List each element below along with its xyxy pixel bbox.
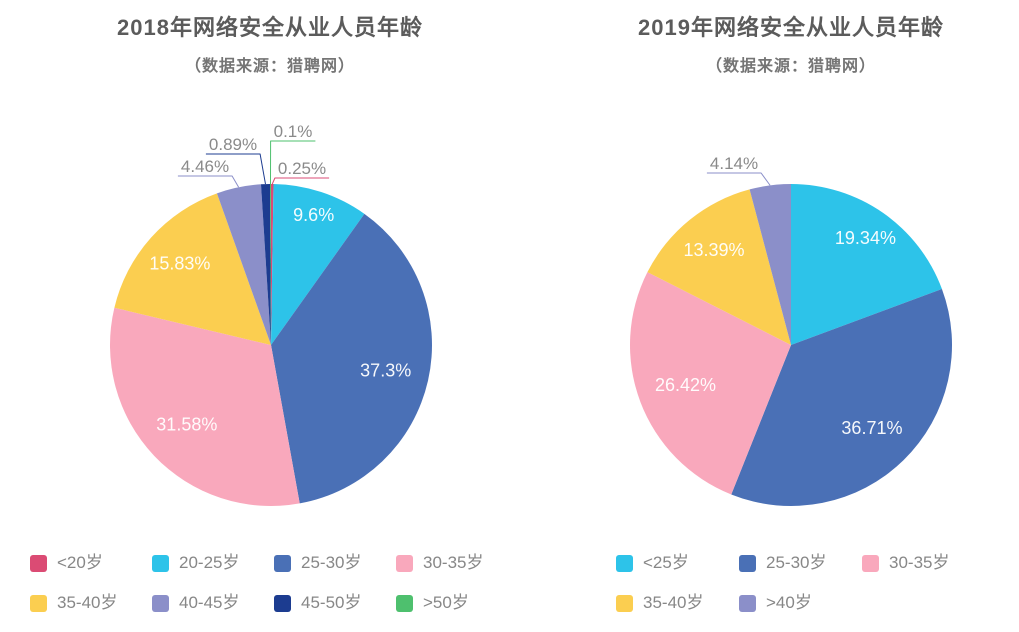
legend-item-0-3[interactable]: 30-35岁 <box>396 553 483 573</box>
pie-slice-0-2[interactable] <box>271 213 432 504</box>
legend-item-label: 35-40岁 <box>643 593 704 612</box>
legend-swatch <box>616 554 633 572</box>
pie-slice-1-2[interactable] <box>629 272 791 495</box>
slice-label-callout: 4.46% <box>181 157 229 176</box>
slice-label-callout: 4.14% <box>710 154 758 173</box>
legend-swatch <box>616 594 633 612</box>
legend-item-1-1[interactable]: 25-30岁 <box>739 553 826 573</box>
slice-label-inside: 26.42% <box>655 375 716 395</box>
legend-item-1-4[interactable]: >40岁 <box>739 593 812 613</box>
legend-swatch <box>396 594 413 612</box>
slice-label-inside: 9.6% <box>293 205 334 225</box>
slice-label-inside: 19.34% <box>835 228 896 248</box>
label-leader-line <box>205 153 266 185</box>
slice-label-callout: 0.1% <box>274 122 313 141</box>
legend-swatch <box>274 554 291 572</box>
slice-label-inside: 36.71% <box>841 418 902 438</box>
legend-item-0-7[interactable]: >50岁 <box>396 593 469 613</box>
legend-swatch <box>30 594 47 612</box>
pie-slice-0-4[interactable] <box>114 193 271 345</box>
chart-title-2019: 2019年网络安全从业人员年龄 <box>638 15 944 40</box>
legend-item-label: 35-40岁 <box>57 593 118 612</box>
pie-slice-0-5[interactable] <box>216 184 271 345</box>
legend-swatch <box>274 594 291 612</box>
chart-title-2018: 2018年网络安全从业人员年龄 <box>117 15 423 40</box>
legend-item-label: >50岁 <box>423 593 469 612</box>
legend-item-0-1[interactable]: 20-25岁 <box>152 553 239 573</box>
pie-slice-0-7[interactable] <box>269 183 271 345</box>
slice-label-callout: 0.89% <box>209 135 257 154</box>
slice-label-inside: 37.3% <box>360 361 411 381</box>
label-leader-line <box>706 172 771 186</box>
legend-swatch <box>739 554 756 572</box>
legend-item-1-3[interactable]: 35-40岁 <box>616 593 703 613</box>
legend-item-0-0[interactable]: <20岁 <box>30 553 103 573</box>
legend-item-label: 20-25岁 <box>179 553 240 572</box>
pie-slice-1-0[interactable] <box>791 184 942 345</box>
legend-item-label: >40岁 <box>766 593 812 612</box>
pie-slice-0-3[interactable] <box>109 307 300 507</box>
legend-item-0-5[interactable]: 40-45岁 <box>152 593 239 613</box>
legend-item-label: 45-50岁 <box>301 593 362 612</box>
slice-label-inside: 31.58% <box>156 415 217 435</box>
pie-2019-slices <box>629 184 953 507</box>
legend-item-label: 30-35岁 <box>889 553 950 572</box>
legend-item-label: 25-30岁 <box>766 553 827 572</box>
legend-swatch <box>862 554 879 572</box>
legend-item-1-2[interactable]: 30-35岁 <box>862 553 949 573</box>
legend-item-1-0[interactable]: <25岁 <box>616 553 689 573</box>
label-leader-line <box>271 177 330 185</box>
pie-slice-1-4[interactable] <box>749 184 791 345</box>
chart-subtitle-2019: （数据来源：猎聘网） <box>705 58 876 75</box>
legend-swatch <box>396 554 413 572</box>
pie-slice-1-1[interactable] <box>731 288 953 507</box>
pie-2018-labels: 0.25% 9.6% 37.3% 31.58% 15.83% 4.46% 0.89% 0.1% <box>149 122 411 435</box>
legend-swatch <box>152 554 169 572</box>
legend-item-0-6[interactable]: 45-50岁 <box>274 593 361 613</box>
pie-slice-0-0[interactable] <box>271 184 274 345</box>
legend-item-0-4[interactable]: 35-40岁 <box>30 593 117 613</box>
slice-label-callout: 0.25% <box>278 159 326 178</box>
legend-item-label: 40-45岁 <box>179 593 240 612</box>
label-leader-line <box>269 140 316 185</box>
legend-swatch <box>30 554 47 572</box>
legend-swatch <box>152 594 169 612</box>
label-leader-line <box>177 175 240 188</box>
slice-label-inside: 13.39% <box>683 240 744 260</box>
legend-item-label: <25岁 <box>643 553 689 572</box>
chart-header-2019: 2019年网络安全从业人员年龄 （数据来源：猎聘网） <box>541 13 1019 76</box>
legend-item-label: 30-35岁 <box>423 553 484 572</box>
chart-header-2018: 2018年网络安全从业人员年龄 （数据来源：猎聘网） <box>20 13 520 76</box>
legend-item-label: 25-30岁 <box>301 553 362 572</box>
legend-swatch <box>739 594 756 612</box>
pie-slice-1-3[interactable] <box>647 189 791 345</box>
pie-slice-0-6[interactable] <box>260 184 271 345</box>
legend-item-label: <20岁 <box>57 553 103 572</box>
pie-2018-slices <box>109 183 432 507</box>
chart-subtitle-2018: （数据来源：猎聘网） <box>184 58 355 75</box>
slice-label-inside: 15.83% <box>149 253 210 273</box>
legend-item-0-2[interactable]: 25-30岁 <box>274 553 361 573</box>
pie-2019-labels: 19.34% 36.71% 26.42% 13.39% 4.14% <box>655 154 902 438</box>
pie-slice-0-1[interactable] <box>271 184 365 345</box>
